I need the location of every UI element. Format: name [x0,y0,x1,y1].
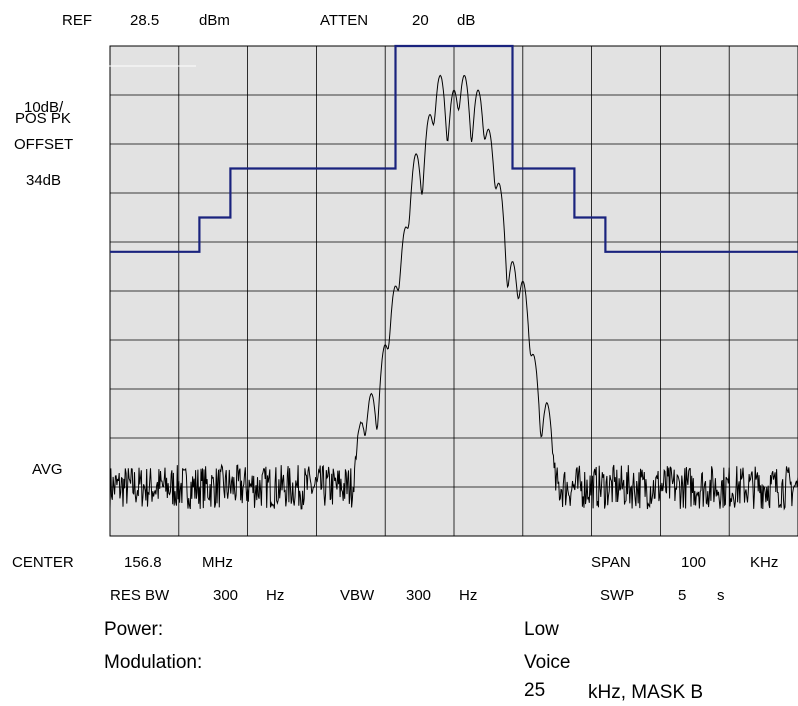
swp-unit: s [717,587,725,604]
plot-grid [110,46,798,536]
signal-trace [109,74,798,511]
span-unit: KHz [750,554,779,571]
scale-label: 10dB/ [24,99,64,116]
channel-spacing-value: 25 [524,680,546,701]
res-bw-value: 300 [213,587,239,604]
atten-value: 20 [412,12,429,29]
channel-spacing-mask: kHz, MASK B [588,682,704,703]
vbw-label: VBW [340,587,375,604]
ref-unit: dBm [199,12,230,29]
avg-label: AVG [32,461,63,478]
vbw-value: 300 [406,587,432,604]
center-unit: MHz [202,554,233,571]
spectral-mask-line [110,44,798,253]
detector-label: POS PK [15,110,71,127]
atten-unit: dB [457,12,476,29]
res-bw-unit: Hz [266,587,285,604]
offset-value: 34dB [26,172,62,189]
span-value: 100 [681,554,707,571]
span-label: SPAN [591,554,631,571]
center-label: CENTER [12,554,74,571]
res-bw-label: RES BW [110,587,170,604]
modulation-label: Modulation: [104,652,203,673]
power-value: Low [524,619,559,640]
vbw-unit: Hz [459,587,478,604]
swp-value: 5 [678,587,687,604]
offset-label: OFFSET [14,136,74,153]
ref-label: REF [62,12,92,29]
swp-label: SWP [600,587,635,604]
modulation-value: Voice [524,652,571,673]
ref-value: 28.5 [130,12,160,29]
power-label: Power: [104,619,164,640]
center-value: 156.8 [124,554,162,571]
atten-label: ATTEN [320,12,369,29]
